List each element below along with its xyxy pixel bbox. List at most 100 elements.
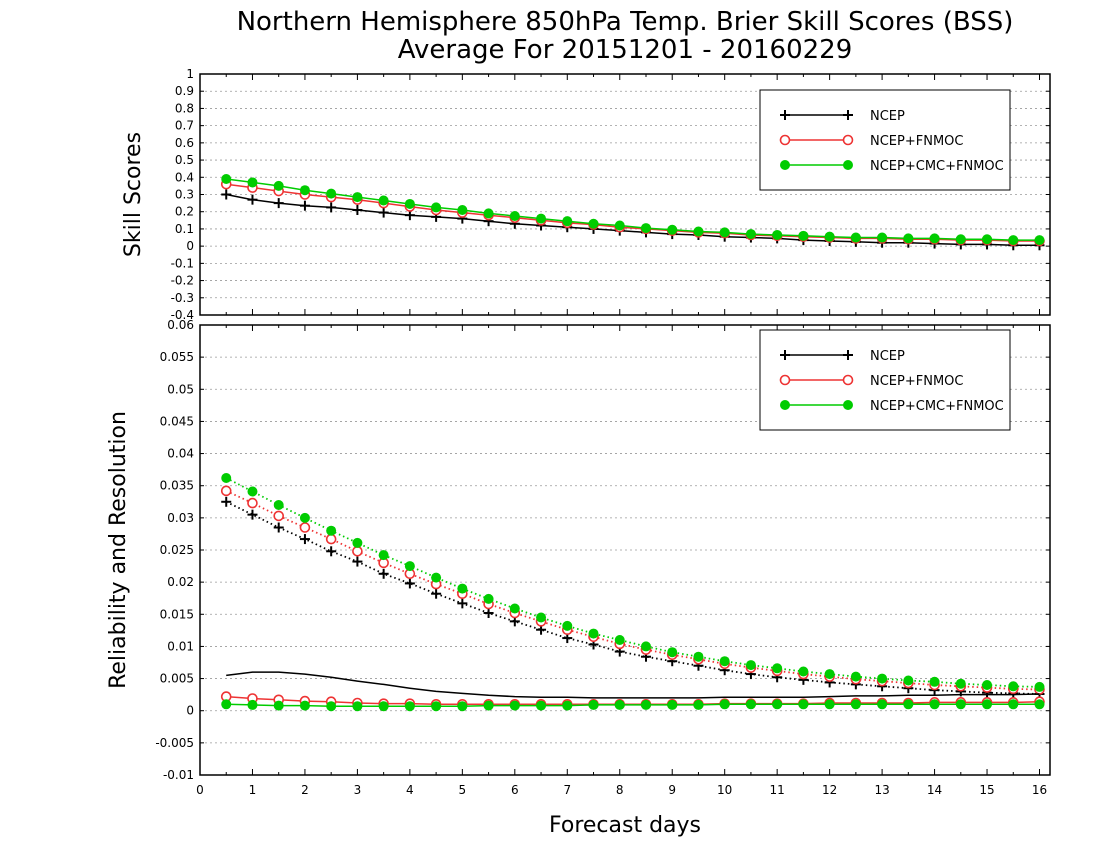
y-tick-label: 0.4 xyxy=(175,170,194,184)
y-tick-label: 0.04 xyxy=(167,447,194,461)
data-point xyxy=(667,699,678,710)
data-point xyxy=(1008,681,1019,692)
data-point xyxy=(404,701,415,712)
y-tick-label: -0.01 xyxy=(163,768,194,782)
data-point xyxy=(1034,235,1045,246)
x-tick-label: 12 xyxy=(822,783,837,797)
y-tick-label: 0 xyxy=(186,239,194,253)
data-point xyxy=(772,229,783,240)
data-point xyxy=(509,700,520,711)
data-point xyxy=(877,673,888,684)
x-tick-label: 9 xyxy=(668,783,676,797)
y-tick-label: 0.02 xyxy=(167,575,194,589)
data-point xyxy=(745,229,756,240)
x-tick-label: 11 xyxy=(770,783,785,797)
data-point xyxy=(693,651,704,662)
data-point xyxy=(431,701,442,712)
data-point xyxy=(982,680,993,690)
legend-marker xyxy=(843,110,853,120)
y-tick-label: 0.055 xyxy=(160,350,194,364)
y-tick-label: 0.01 xyxy=(167,639,194,653)
data-point xyxy=(299,185,310,196)
legend-label: NCEP+FNMOC xyxy=(870,134,963,149)
data-point xyxy=(378,550,389,561)
data-point xyxy=(352,537,363,548)
data-point xyxy=(457,583,468,594)
data-point xyxy=(850,232,861,243)
legend-marker xyxy=(780,400,790,410)
y-tick-label: 0.6 xyxy=(175,136,194,150)
data-point xyxy=(431,588,442,599)
y-tick-label: 0.035 xyxy=(160,479,194,493)
data-point xyxy=(457,204,468,215)
data-point xyxy=(798,230,809,241)
series-ncep-dotted xyxy=(221,496,1045,699)
data-point xyxy=(955,699,966,710)
data-point xyxy=(273,500,284,510)
data-point xyxy=(667,647,678,658)
x-tick-label: 5 xyxy=(459,783,467,797)
y-tick-label: -0.4 xyxy=(171,308,194,322)
data-point xyxy=(378,701,389,712)
y-tick-label: 0.05 xyxy=(167,382,194,396)
data-point xyxy=(221,473,232,483)
data-point xyxy=(719,656,730,667)
data-point xyxy=(562,700,573,711)
data-point xyxy=(299,534,310,545)
data-point xyxy=(326,188,337,199)
legend-marker xyxy=(842,134,854,146)
data-point xyxy=(1008,699,1019,710)
data-point xyxy=(352,545,363,557)
reliability-resolution-panel: -0.01 -0.005 0 0.005 0.01 0.015 0.02 0.025 0.03 0… xyxy=(106,318,1051,797)
data-point xyxy=(299,200,310,211)
data-point xyxy=(247,177,258,188)
data-point xyxy=(326,546,337,557)
data-point xyxy=(221,699,232,710)
legend: NCEP NCEP+FNMOC NCEP+CMC+FNMOC xyxy=(759,329,1011,431)
legend-label: NCEP xyxy=(870,109,905,124)
series-line xyxy=(225,490,1040,691)
data-point xyxy=(247,699,258,710)
data-point xyxy=(221,174,232,185)
data-point xyxy=(326,525,337,536)
plot-frame xyxy=(199,73,1051,316)
x-tick-label: 16 xyxy=(1032,783,1047,797)
legend-label: NCEP+CMC+FNMOC xyxy=(870,159,1004,174)
x-tick-label: 4 xyxy=(406,783,414,797)
data-point xyxy=(378,195,389,206)
data-point xyxy=(221,189,232,200)
data-point xyxy=(903,233,914,244)
data-point xyxy=(299,512,310,523)
data-point xyxy=(509,603,520,614)
y-tick-label: 0.06 xyxy=(167,318,194,332)
legend-marker xyxy=(843,350,853,360)
data-point xyxy=(536,612,547,623)
data-point xyxy=(588,628,599,639)
data-point xyxy=(483,608,494,618)
data-point xyxy=(273,522,284,533)
data-point xyxy=(326,202,337,213)
legend-marker xyxy=(779,374,791,386)
data-point xyxy=(1034,681,1045,692)
y-tick-label: 0.3 xyxy=(175,188,194,202)
data-point xyxy=(247,509,258,520)
data-point xyxy=(614,699,625,710)
data-point xyxy=(220,485,232,497)
series-ncep-solid xyxy=(226,671,1040,699)
data-point xyxy=(247,497,258,509)
legend-marker xyxy=(779,134,791,146)
data-point xyxy=(483,208,494,219)
data-point xyxy=(247,194,258,205)
legend-marker xyxy=(842,374,854,386)
data-point xyxy=(640,223,651,234)
chart-title: Northern Hemisphere 850hPa Temp. Brier S… xyxy=(237,7,1014,37)
data-point xyxy=(247,486,258,497)
data-point xyxy=(299,522,311,533)
data-point xyxy=(1034,699,1045,710)
y-tick-label: 0.025 xyxy=(160,543,194,557)
data-point xyxy=(536,213,547,224)
data-point xyxy=(614,220,625,231)
data-point xyxy=(299,700,310,711)
legend: NCEP NCEP+FNMOC NCEP+CMC+FNMOC xyxy=(759,89,1011,191)
